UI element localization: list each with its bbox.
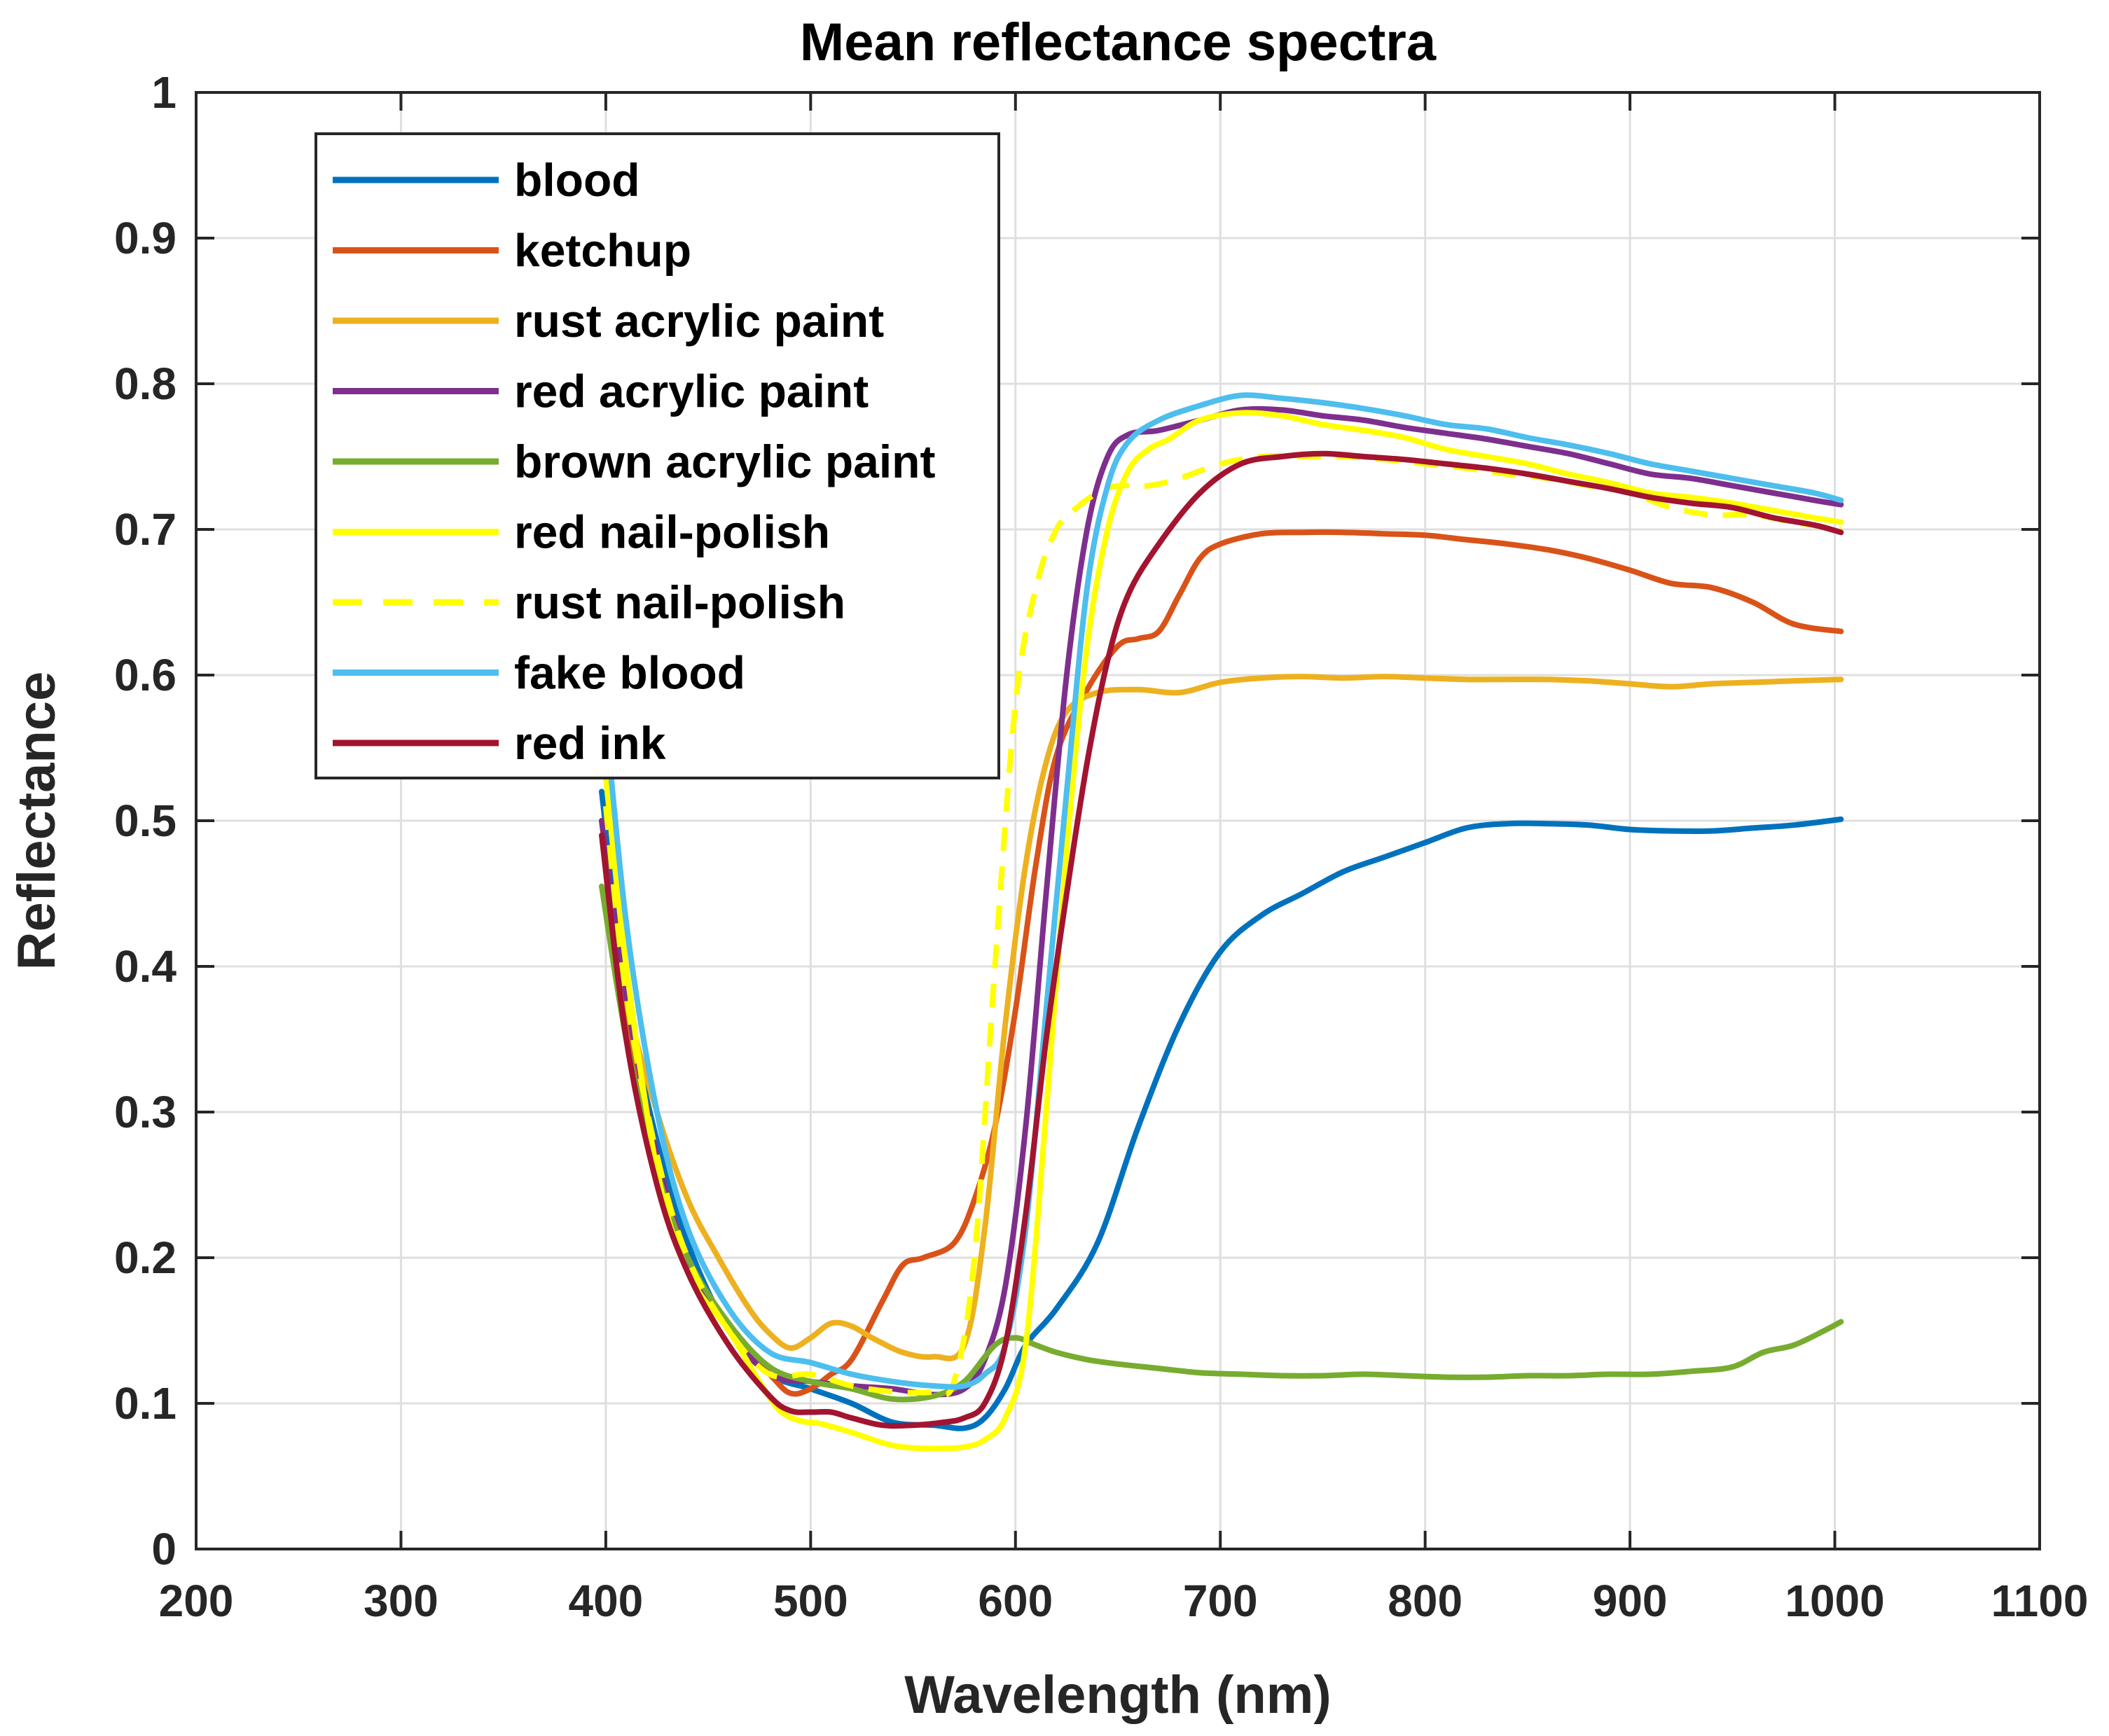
- y-tick-label: 0.5: [114, 796, 177, 846]
- legend-label-fake-blood: fake blood: [514, 647, 745, 699]
- x-tick-label: 500: [773, 1576, 848, 1626]
- legend-label-rust-nail-polish: rust nail-polish: [514, 576, 845, 628]
- x-tick-label: 900: [1593, 1576, 1668, 1626]
- y-tick-label: 0.1: [114, 1378, 177, 1429]
- series-lines: [599, 392, 1844, 1452]
- legend-label-red-acrylic-paint: red acrylic paint: [514, 366, 869, 417]
- x-axis-label: Wavelength (nm): [904, 1665, 1331, 1725]
- legend-label-red-nail-polish: red nail-polish: [514, 506, 830, 558]
- y-tick-label: 0.9: [114, 213, 177, 263]
- x-tick-label: 600: [978, 1576, 1053, 1626]
- y-tick-label: 0.4: [114, 941, 177, 992]
- y-tick-label: 0: [151, 1524, 177, 1574]
- x-tick-label: 400: [568, 1576, 643, 1626]
- y-tick-label: 1: [151, 67, 177, 118]
- x-tick-label: 700: [1183, 1576, 1258, 1626]
- series-line-brown-acrylic-paint: [599, 883, 1844, 1403]
- series-line-rust-acrylic-paint: [599, 674, 1844, 1361]
- legend-label-blood: blood: [514, 154, 640, 206]
- chart-title: Mean reflectance spectra: [800, 13, 1437, 72]
- series-line-fake-blood: [599, 392, 1844, 1390]
- legend-label-rust-acrylic-paint: rust acrylic paint: [514, 295, 884, 347]
- y-tick-label: 0.7: [114, 504, 177, 555]
- x-tick-label: 200: [159, 1576, 234, 1626]
- y-tick-label: 0.2: [114, 1232, 177, 1283]
- y-tick-label: 0.8: [114, 359, 177, 409]
- y-axis-label: Reflectance: [7, 672, 67, 971]
- y-tick-label: 0.6: [114, 650, 177, 700]
- legend-label-red-ink: red ink: [514, 717, 666, 769]
- legend-label-brown-acrylic-paint: brown acrylic paint: [514, 436, 935, 487]
- legend-label-ketchup: ketchup: [514, 225, 691, 277]
- series-line-red-acrylic-paint: [599, 406, 1844, 1398]
- x-tick-label: 1000: [1785, 1576, 1884, 1626]
- y-tick-label: 0.3: [114, 1087, 177, 1137]
- x-tick-label: 800: [1388, 1576, 1463, 1626]
- x-tick-label: 300: [364, 1576, 438, 1626]
- axis-ticks: 200 300 400 500 600 700 800 900 1000 1100 0 0.1 0.2 0…: [114, 67, 2088, 1626]
- legend: blood ketchup rust acrylic paint red acryli…: [314, 132, 1000, 779]
- x-tick-label: 1100: [1991, 1576, 2089, 1626]
- series-line-red-ink: [599, 450, 1844, 1429]
